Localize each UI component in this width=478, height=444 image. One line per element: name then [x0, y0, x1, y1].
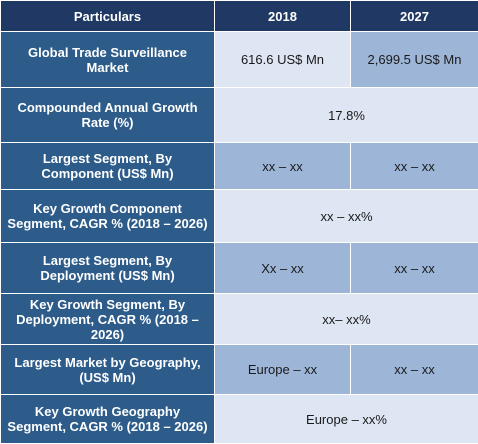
row-label: Key Growth Component Segment, CAGR % (20…: [1, 190, 215, 243]
row-label: Largest Segment, By Deployment (US$ Mn): [1, 243, 215, 294]
value-merged: xx– xx%: [215, 294, 478, 345]
row-label: Global Trade Surveillance Market: [1, 32, 215, 88]
row-label: Largest Segment, By Component (US$ Mn): [1, 143, 215, 190]
row-label: Key Growth Segment, By Deployment, CAGR …: [1, 294, 215, 345]
row-label: Largest Market by Geography, (US$ Mn): [1, 345, 215, 395]
value-2027: 2,699.5 US$ Mn: [351, 32, 478, 88]
row-growth-component: Key Growth Component Segment, CAGR % (20…: [1, 190, 478, 243]
value-2027: xx – xx: [351, 143, 478, 190]
row-label: Key Growth Geography Segment, CAGR % (20…: [1, 395, 215, 444]
row-largest-component: Largest Segment, By Component (US$ Mn) x…: [1, 143, 478, 190]
value-merged: 17.8%: [215, 88, 478, 143]
row-label: Compounded Annual Growth Rate (%): [1, 88, 215, 143]
value-2018: Europe – xx: [215, 345, 351, 395]
header-row: Particulars 2018 2027: [1, 1, 478, 32]
header-2027: 2027: [351, 1, 478, 32]
row-growth-geography: Key Growth Geography Segment, CAGR % (20…: [1, 395, 478, 444]
value-merged: xx – xx%: [215, 190, 478, 243]
value-2027: xx – xx: [351, 243, 478, 294]
row-largest-deployment: Largest Segment, By Deployment (US$ Mn) …: [1, 243, 478, 294]
row-cagr: Compounded Annual Growth Rate (%) 17.8%: [1, 88, 478, 143]
value-2027: xx – xx: [351, 345, 478, 395]
row-global-market: Global Trade Surveillance Market 616.6 U…: [1, 32, 478, 88]
row-growth-deployment: Key Growth Segment, By Deployment, CAGR …: [1, 294, 478, 345]
value-merged: Europe – xx%: [215, 395, 478, 444]
value-2018: xx – xx: [215, 143, 351, 190]
header-2018: 2018: [215, 1, 351, 32]
header-particulars: Particulars: [1, 1, 215, 32]
value-2018: Xx – xx: [215, 243, 351, 294]
row-largest-geography: Largest Market by Geography, (US$ Mn) Eu…: [1, 345, 478, 395]
value-2018: 616.6 US$ Mn: [215, 32, 351, 88]
